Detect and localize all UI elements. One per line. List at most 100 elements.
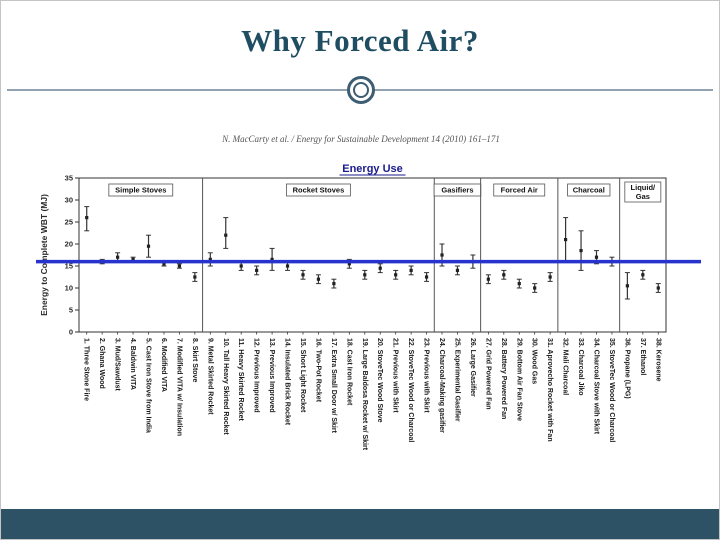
data-point: [239, 264, 243, 268]
data-point: [378, 266, 382, 270]
x-axis-label: 3. Mud/Sawdust: [114, 338, 121, 392]
data-point: [316, 277, 321, 281]
x-axis-label: 37. Ethanol: [639, 338, 646, 375]
data-point: [533, 286, 537, 290]
y-axis-title: Energy to Complete WBT (MJ): [39, 194, 49, 316]
data-point: [255, 268, 259, 272]
x-axis-label: 32. Mali Charcoal: [562, 338, 569, 395]
x-axis-label: 17. Extra Small Door w/ Skirt: [330, 338, 337, 434]
x-axis-label: 15. Short Light Rocket: [299, 338, 306, 413]
group-label-box: [493, 183, 546, 197]
data-point: [455, 268, 460, 272]
group-label: Simple Stoves: [115, 186, 166, 195]
x-axis-label: 33. Charcoal Jiko: [577, 338, 584, 396]
data-point: [224, 233, 228, 237]
data-point: [116, 255, 120, 259]
group-label: Forced Air: [501, 186, 538, 195]
data-point: [270, 257, 274, 261]
data-point: [363, 273, 367, 277]
x-axis-label: 7. Modified VITA w/ Insulation: [175, 338, 182, 436]
data-point: [656, 286, 660, 290]
x-axis-label: 29. Bottom Air Fan Stove: [515, 338, 522, 421]
data-point: [502, 273, 506, 277]
chart-title: Energy Use: [342, 163, 403, 175]
data-point: [193, 275, 197, 279]
x-axis-label: 4. Baldwin VITA: [129, 338, 136, 390]
chart-citation: N. MacCarty et al. / Energy for Sustaina…: [222, 134, 500, 144]
x-axis-label: 18. Cast Iron Rocket: [345, 338, 352, 406]
x-axis-label: 9. Metal Skirted Rocket: [206, 338, 213, 415]
group-label-box: [624, 181, 662, 203]
data-point: [440, 253, 444, 257]
data-point: [394, 273, 398, 277]
slide-title: Why Forced Air?: [241, 23, 479, 58]
y-tick-label: 20: [65, 240, 73, 249]
data-point: [146, 244, 151, 248]
x-axis-label: 6. Modified VITA: [160, 338, 167, 392]
x-axis-label: 8. Skirt Stove: [191, 338, 198, 382]
x-axis-label: 31. Aprovecho Rocket with Fan: [546, 338, 553, 442]
data-point: [332, 282, 336, 286]
x-axis-label: 1. Three Stone Fire: [83, 338, 90, 401]
x-axis-label: 13. Previous Improved: [268, 338, 275, 413]
data-point: [131, 257, 135, 261]
divider-circle-inner-ring: [353, 82, 369, 98]
y-tick-label: 15: [65, 262, 73, 271]
group-label: Rocket Stoves: [293, 186, 345, 195]
y-tick-label: 10: [65, 284, 73, 293]
x-axis-label: 14. Insulated Brick Rocket: [284, 338, 291, 426]
data-point: [579, 249, 583, 253]
x-axis-label: 10. Tall Heavy Skirted Rocket: [222, 338, 229, 435]
x-axis-label: 2. Ghana Wood: [98, 338, 105, 389]
data-point: [177, 264, 182, 268]
x-axis-label: 16. Two-Pot Rocket: [314, 338, 321, 403]
footer-band: [1, 509, 719, 539]
x-axis-label: 35. StoveTec Wood or Charcoal: [608, 338, 615, 442]
data-point: [625, 284, 629, 288]
data-point: [162, 262, 166, 266]
x-axis-label: 27. Grid Powered Fan: [484, 338, 491, 410]
data-point: [563, 238, 568, 242]
x-axis-label: 22. StoveTec Wood or Charcoal: [407, 338, 414, 442]
x-axis-label: 12. Previous Improved: [253, 338, 260, 413]
x-axis-label: 25. Experimental Gasifier: [453, 338, 460, 422]
x-axis-label: 24. Charcoal-Making gasifier: [438, 338, 445, 433]
data-point: [85, 216, 89, 220]
data-point: [424, 275, 429, 279]
group-label-box: [286, 183, 351, 197]
y-tick-label: 25: [65, 218, 73, 227]
group-label: Liquid/: [631, 183, 656, 192]
group-label-box: [567, 183, 611, 197]
x-axis-label: 34. Charcoal Stove with Skirt: [592, 338, 599, 435]
x-axis-label: 38. Kerosene: [654, 338, 661, 382]
x-axis-label: 21. Previous with Skirt: [392, 338, 399, 413]
group-label: Gasifiers: [441, 186, 473, 195]
x-axis-label: 20. StoveTec Wood Stove: [376, 338, 383, 423]
energy-use-chart: Energy Use 0 5 10 15 20 25 30 35 Energy to Comple…: [36, 163, 701, 451]
data-point: [347, 262, 351, 266]
group-label: Charcoal: [573, 186, 605, 195]
x-axis-label: 19. Large Baldosa Rocket w/ Skirt: [361, 338, 368, 451]
data-point: [301, 273, 305, 277]
group-label: Gas: [636, 192, 650, 201]
x-axis-label: 30. Wood Gas: [531, 338, 538, 384]
data-point: [548, 275, 552, 279]
group-label-box: [108, 183, 174, 197]
data-point: [641, 273, 645, 277]
x-axis-label: 36. Propane (LPG): [623, 338, 630, 399]
y-tick-label: 35: [65, 174, 73, 183]
divider-circle-ornament: [347, 76, 375, 104]
x-axis-label: 28. Battery Powered Fan: [500, 338, 507, 419]
data-point: [285, 264, 290, 268]
data-point: [409, 268, 413, 272]
x-axis-label: 5. Cast Iron Stove from India: [145, 338, 152, 433]
data-point: [594, 255, 599, 259]
x-axis-label: 26. Large Gasifier: [469, 338, 476, 397]
data-point: [208, 257, 212, 261]
y-tick-label: 5: [69, 306, 73, 315]
plot-area: [78, 177, 667, 333]
x-axis-label: 23. Previous with Skirt: [423, 338, 430, 413]
data-point: [517, 282, 521, 286]
y-tick-label: 0: [69, 328, 73, 337]
